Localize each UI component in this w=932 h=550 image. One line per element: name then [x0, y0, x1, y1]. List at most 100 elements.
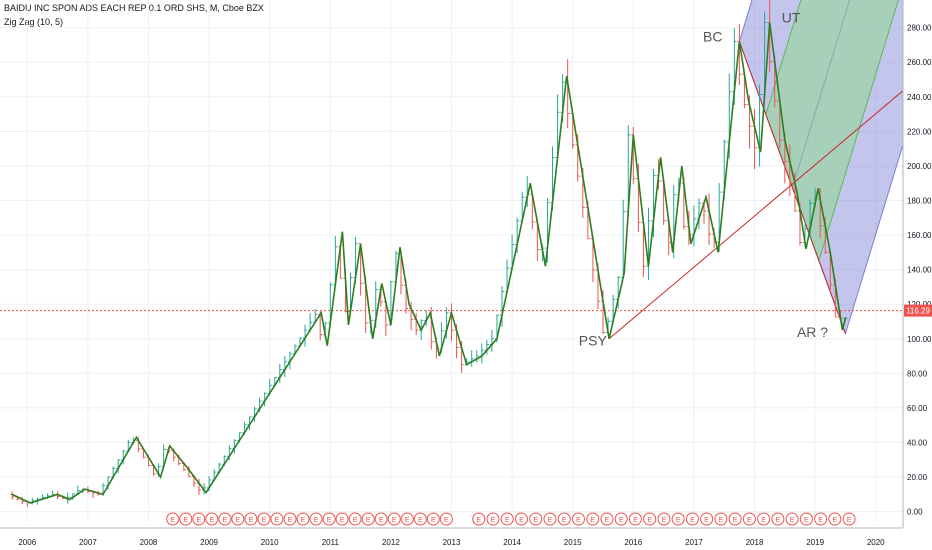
annotation-label: AR ?	[797, 324, 828, 340]
earnings-marker-circle	[842, 512, 856, 526]
earnings-marker[interactable]: E	[628, 512, 642, 526]
earnings-marker[interactable]: E	[257, 512, 271, 526]
y-tick-label: 80.00	[907, 369, 928, 378]
earnings-marker[interactable]: E	[486, 512, 500, 526]
earnings-marker-label: E	[209, 517, 214, 524]
earnings-marker-circle	[728, 512, 742, 526]
earnings-marker[interactable]: E	[728, 512, 742, 526]
earnings-marker-label: E	[505, 517, 510, 524]
earnings-marker[interactable]: E	[842, 512, 856, 526]
earnings-marker-circle	[374, 512, 388, 526]
earnings-marker[interactable]: E	[309, 512, 323, 526]
earnings-marker-circle	[322, 512, 336, 526]
earnings-marker-label: E	[733, 517, 738, 524]
earnings-marker-label: E	[619, 517, 624, 524]
earnings-marker[interactable]: E	[600, 512, 614, 526]
earnings-marker-circle	[742, 512, 756, 526]
earnings-marker[interactable]: E	[529, 512, 543, 526]
earnings-marker-circle	[413, 512, 427, 526]
earnings-marker[interactable]: E	[714, 512, 728, 526]
x-tick-label: 2019	[806, 538, 824, 547]
y-tick-label: 40.00	[907, 438, 928, 447]
earnings-marker-circle	[714, 512, 728, 526]
earnings-marker[interactable]: E	[557, 512, 571, 526]
earnings-marker[interactable]: E	[283, 512, 297, 526]
earnings-marker[interactable]: E	[757, 512, 771, 526]
earnings-marker[interactable]: E	[785, 512, 799, 526]
earnings-marker-label: E	[431, 517, 436, 524]
y-tick-label: 220.00	[907, 127, 932, 136]
earnings-marker[interactable]: E	[828, 512, 842, 526]
earnings-marker[interactable]: E	[218, 512, 232, 526]
pitchfork	[0, 0, 903, 340]
earnings-marker[interactable]: E	[166, 512, 180, 526]
earnings-marker[interactable]: E	[335, 512, 349, 526]
price-bars	[10, 0, 848, 507]
x-tick-label: 2015	[564, 538, 582, 547]
earnings-marker-label: E	[392, 517, 397, 524]
earnings-marker[interactable]: E	[179, 512, 193, 526]
earnings-marker[interactable]: E	[799, 512, 813, 526]
earnings-marker-label: E	[301, 517, 306, 524]
earnings-marker[interactable]: E	[348, 512, 362, 526]
earnings-marker-label: E	[444, 517, 449, 524]
earnings-marker[interactable]: E	[205, 512, 219, 526]
earnings-marker-circle	[361, 512, 375, 526]
earnings-marker[interactable]: E	[231, 512, 245, 526]
earnings-marker-label: E	[590, 517, 595, 524]
annotation-label: UT	[782, 9, 801, 25]
earnings-marker-label: E	[761, 517, 766, 524]
earnings-marker-circle	[244, 512, 258, 526]
earnings-marker-circle	[828, 512, 842, 526]
x-tick-label: 2012	[382, 538, 400, 547]
earnings-marker-label: E	[832, 517, 837, 524]
earnings-marker[interactable]: E	[685, 512, 699, 526]
earnings-marker[interactable]: E	[413, 512, 427, 526]
earnings-marker[interactable]: E	[814, 512, 828, 526]
x-tick-label: 2010	[261, 538, 279, 547]
zigzag-path	[11, 22, 847, 504]
earnings-marker[interactable]: E	[671, 512, 685, 526]
earnings-marker[interactable]: E	[387, 512, 401, 526]
y-tick-label: 280.00	[907, 24, 932, 33]
earnings-marker[interactable]: E	[472, 512, 486, 526]
earnings-marker[interactable]: E	[657, 512, 671, 526]
earnings-marker[interactable]: E	[614, 512, 628, 526]
earnings-marker[interactable]: E	[296, 512, 310, 526]
x-tick-label: 2018	[746, 538, 764, 547]
earnings-marker[interactable]: E	[700, 512, 714, 526]
earnings-marker-circle	[643, 512, 657, 526]
earnings-marker-circle	[205, 512, 219, 526]
earnings-marker[interactable]: E	[244, 512, 258, 526]
earnings-marker-circle	[514, 512, 528, 526]
earnings-marker[interactable]: E	[400, 512, 414, 526]
earnings-marker-label: E	[353, 517, 358, 524]
earnings-marker[interactable]: E	[192, 512, 206, 526]
earnings-marker-circle	[309, 512, 323, 526]
y-tick-label: 100.00	[907, 335, 932, 344]
earnings-marker-circle	[192, 512, 206, 526]
earnings-marker[interactable]: E	[543, 512, 557, 526]
grid	[0, 0, 903, 522]
earnings-marker[interactable]: E	[742, 512, 756, 526]
earnings-marker[interactable]: E	[374, 512, 388, 526]
earnings-marker[interactable]: E	[586, 512, 600, 526]
earnings-marker[interactable]: E	[514, 512, 528, 526]
earnings-marker[interactable]: E	[643, 512, 657, 526]
earnings-marker[interactable]: E	[771, 512, 785, 526]
earnings-marker[interactable]: E	[571, 512, 585, 526]
earnings-marker[interactable]: E	[322, 512, 336, 526]
earnings-marker[interactable]: E	[270, 512, 284, 526]
earnings-marker-circle	[472, 512, 486, 526]
earnings-marker[interactable]: E	[500, 512, 514, 526]
earnings-marker[interactable]: E	[426, 512, 440, 526]
earnings-marker-circle	[257, 512, 271, 526]
earnings-marker[interactable]: E	[361, 512, 375, 526]
earnings-marker-label: E	[548, 517, 553, 524]
earnings-marker-label: E	[576, 517, 581, 524]
earnings-marker-label: E	[647, 517, 652, 524]
earnings-marker[interactable]: E	[439, 512, 453, 526]
